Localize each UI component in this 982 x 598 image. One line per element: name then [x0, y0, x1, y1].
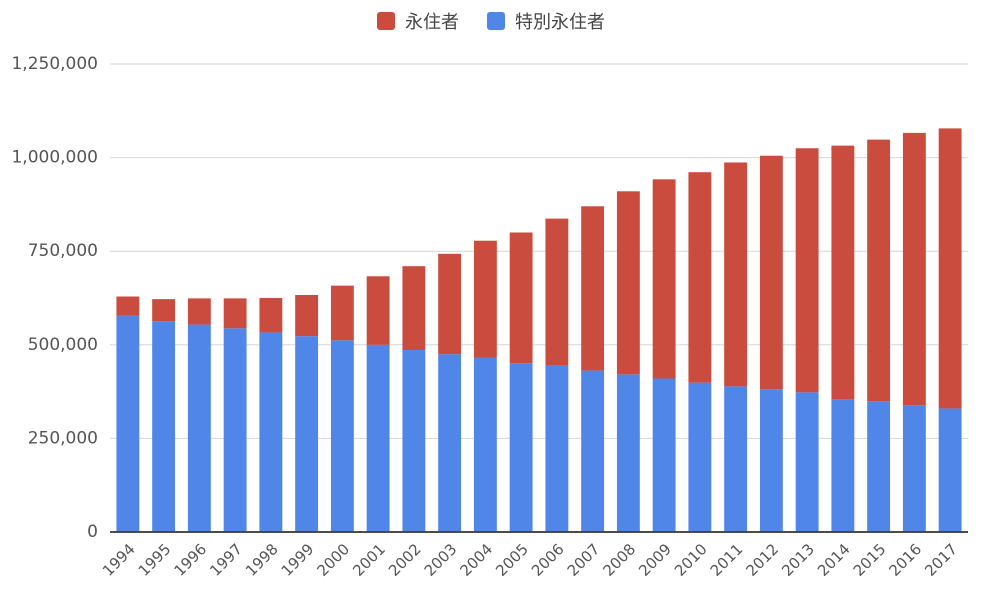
bar-special-permanent-resident-2000 [330, 340, 354, 532]
bar-permanent-resident-2007 [581, 206, 605, 371]
x-tick-label: 2000 [313, 540, 353, 580]
bar-permanent-resident-2002 [402, 266, 426, 351]
bar-permanent-resident-2003 [438, 253, 462, 355]
legend-label-permanent-resident: 永住者 [405, 12, 459, 33]
x-tick-label: 2004 [456, 540, 496, 580]
bar-special-permanent-resident-2001 [366, 344, 390, 532]
bar-special-permanent-resident-2005 [509, 363, 533, 532]
bar-permanent-resident-2006 [545, 218, 569, 366]
bar-special-permanent-resident-2015 [867, 401, 891, 532]
bar-permanent-resident-2016 [902, 132, 926, 406]
bar-special-permanent-resident-1994 [116, 315, 140, 532]
x-tick-label: 2016 [885, 540, 925, 580]
bar-special-permanent-resident-2011 [724, 386, 748, 532]
bar-special-permanent-resident-2017 [938, 408, 962, 532]
bar-special-permanent-resident-2008 [616, 374, 640, 532]
legend-swatch-special-permanent-resident [487, 12, 505, 30]
bar-permanent-resident-2013 [795, 148, 819, 393]
bar-permanent-resident-2001 [366, 276, 390, 345]
x-tick-label: 2012 [742, 540, 782, 580]
x-tick-label: 2017 [921, 540, 961, 580]
bar-permanent-resident-2014 [831, 145, 855, 400]
x-tick-label: 2005 [492, 540, 532, 580]
x-tick-label: 2002 [385, 540, 425, 580]
x-tick-label: 2014 [814, 540, 854, 580]
legend-item-special-permanent-resident: 特別永住者 [487, 8, 605, 34]
bar-permanent-resident-2011 [724, 162, 748, 387]
x-tick-label: 1998 [242, 540, 282, 580]
x-tick-label: 1999 [278, 540, 318, 580]
bar-permanent-resident-1997 [223, 298, 247, 329]
bar-special-permanent-resident-1995 [152, 321, 176, 532]
bar-special-permanent-resident-2002 [402, 350, 426, 532]
bar-permanent-resident-2009 [652, 179, 676, 379]
x-tick-label: 1994 [99, 540, 139, 580]
legend-swatch-permanent-resident [377, 12, 395, 30]
bar-special-permanent-resident-1996 [187, 324, 211, 532]
x-tick-label: 2003 [421, 540, 461, 580]
bar-special-permanent-resident-1998 [259, 332, 283, 532]
legend-item-permanent-resident: 永住者 [377, 8, 459, 34]
legend-label-special-permanent-resident: 特別永住者 [515, 12, 605, 33]
bar-special-permanent-resident-2007 [581, 370, 605, 532]
bar-special-permanent-resident-2009 [652, 378, 676, 532]
bar-permanent-resident-1995 [152, 299, 176, 322]
y-tick-label: 250,000 [28, 428, 98, 448]
y-tick-label: 1,000,000 [11, 148, 98, 168]
x-tick-label: 2007 [564, 540, 604, 580]
bar-permanent-resident-2017 [938, 128, 962, 409]
x-tick-label: 2008 [599, 540, 639, 580]
y-tick-label: 500,000 [28, 335, 98, 355]
bar-special-permanent-resident-2012 [759, 389, 783, 532]
bar-permanent-resident-2000 [330, 285, 354, 341]
x-tick-label: 1996 [170, 540, 210, 580]
bar-special-permanent-resident-2014 [831, 399, 855, 532]
bar-permanent-resident-2010 [688, 172, 712, 383]
bar-special-permanent-resident-2004 [473, 357, 497, 532]
x-tick-label: 2010 [671, 540, 711, 580]
bar-special-permanent-resident-1999 [295, 336, 319, 532]
x-tick-label: 2015 [850, 540, 890, 580]
x-tick-label: 1997 [206, 540, 246, 580]
bar-special-permanent-resident-2010 [688, 382, 712, 532]
x-tick-label: 2001 [349, 540, 389, 580]
bar-permanent-resident-1994 [116, 296, 140, 316]
bar-special-permanent-resident-2003 [438, 354, 462, 532]
x-tick-label: 2009 [635, 540, 675, 580]
x-tick-label: 2011 [707, 540, 747, 580]
bar-permanent-resident-2005 [509, 232, 533, 364]
bar-special-permanent-resident-2013 [795, 392, 819, 532]
y-tick-label: 1,250,000 [11, 54, 98, 74]
bar-permanent-resident-2015 [867, 139, 891, 402]
bar-special-permanent-resident-2006 [545, 365, 569, 532]
bar-special-permanent-resident-2016 [902, 405, 926, 532]
y-tick-label: 0 [87, 522, 98, 542]
x-tick-label: 2006 [528, 540, 568, 580]
x-tick-label: 1995 [135, 540, 175, 580]
bar-permanent-resident-1999 [295, 295, 319, 337]
bar-permanent-resident-2004 [473, 240, 497, 358]
bar-permanent-resident-1996 [187, 298, 211, 325]
x-tick-label: 2013 [778, 540, 818, 580]
y-tick-label: 750,000 [28, 241, 98, 261]
bar-permanent-resident-2008 [616, 191, 640, 375]
bar-permanent-resident-2012 [759, 155, 783, 390]
legend: 永住者 特別永住者 [0, 8, 982, 34]
bar-permanent-resident-1998 [259, 298, 283, 333]
bar-special-permanent-resident-1997 [223, 328, 247, 532]
